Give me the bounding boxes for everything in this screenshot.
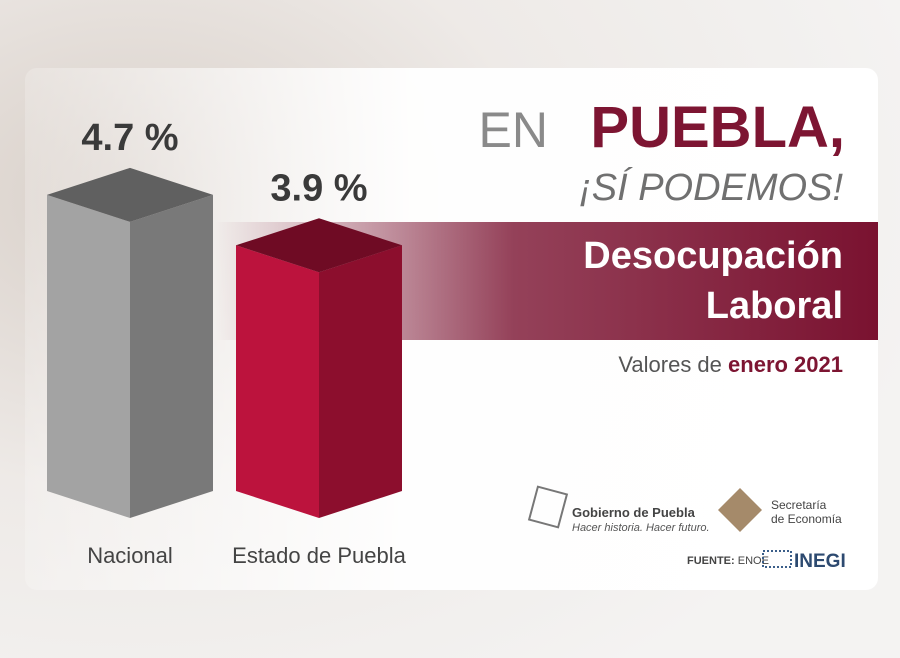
banner-text: Desocupación [583, 235, 843, 277]
source: FUENTE: ENOE INEGI [687, 550, 846, 572]
bar-face-right [319, 245, 402, 519]
logo-text: Gobierno de Puebla [572, 505, 696, 520]
logo-text: Secretaría [771, 498, 827, 512]
bar-face-left [47, 194, 130, 518]
subtitle: ¡SÍ PODEMOS! [579, 166, 843, 209]
inegi-icon [762, 550, 792, 568]
title-prefix: EN [479, 102, 548, 158]
logo-gobierno: Gobierno de Puebla Hacer historia. Hacer… [527, 485, 710, 534]
bar-face-left [236, 245, 319, 519]
value-label: 3.9 % [270, 167, 367, 209]
logo-icon [527, 485, 569, 529]
note: Valores de enero 2021 [618, 352, 843, 377]
title: PUEBLA, [590, 95, 845, 160]
inegi-text: INEGI [794, 551, 846, 572]
source-name: ENOE [738, 555, 769, 567]
logo-secretaria: Secretaría de Economía [718, 488, 842, 532]
value-label: 4.7 % [81, 117, 178, 159]
bar-face-top [236, 218, 402, 273]
bar [236, 218, 402, 519]
source-label: FUENTE: ENOE [687, 555, 769, 567]
bar-face-right [130, 194, 213, 518]
banner-text: Laboral [706, 285, 843, 327]
logo-icon [718, 488, 762, 532]
bar-face-top [47, 167, 213, 222]
source-prefix: FUENTE: [687, 555, 735, 567]
note-highlight: enero 2021 [728, 352, 843, 377]
category-label: Nacional [87, 543, 173, 568]
plot: 4.7 % Nacional 3.9 % Estado de Puebla [47, 117, 407, 568]
logo-text: Hacer historia. Hacer futuro. [572, 522, 710, 534]
bar [47, 167, 213, 518]
logo-text: de Economía [771, 512, 842, 526]
category-label: Estado de Puebla [232, 543, 406, 568]
note-text: Valores de [618, 352, 722, 377]
